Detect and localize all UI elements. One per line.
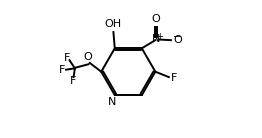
- Text: N: N: [107, 97, 116, 107]
- Text: +: +: [156, 32, 163, 41]
- Text: F: F: [171, 73, 178, 83]
- Text: O: O: [152, 14, 160, 24]
- Text: N: N: [152, 34, 160, 44]
- Text: O: O: [173, 35, 182, 45]
- Text: −: −: [173, 32, 181, 42]
- Text: F: F: [64, 52, 70, 63]
- Text: O: O: [83, 52, 92, 62]
- Text: OH: OH: [105, 19, 122, 29]
- Text: F: F: [59, 65, 65, 75]
- Text: F: F: [70, 76, 77, 86]
